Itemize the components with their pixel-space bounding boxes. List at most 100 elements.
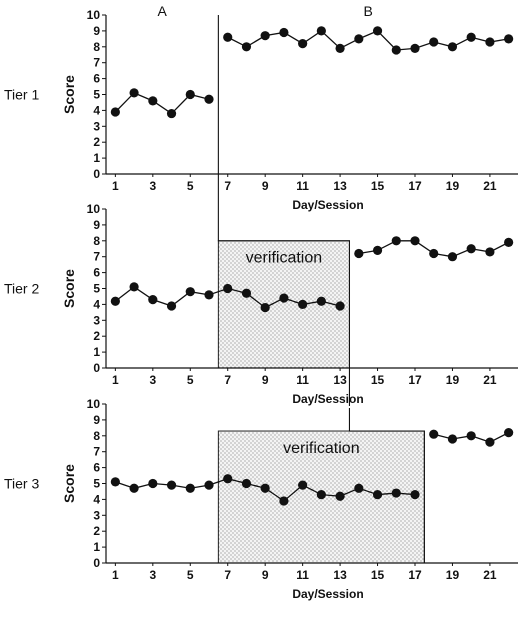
data-point — [298, 39, 308, 49]
y-axis-title: Score — [61, 75, 77, 114]
data-point — [110, 477, 120, 487]
y-tick-label: 10 — [87, 397, 101, 411]
data-point — [129, 282, 139, 292]
data-point — [485, 247, 495, 257]
x-tick-label: 5 — [187, 373, 194, 387]
data-point — [410, 490, 420, 500]
data-point — [429, 429, 439, 439]
x-tick-label: 7 — [224, 373, 231, 387]
x-tick-label: 1 — [112, 568, 119, 582]
x-tick-label: 5 — [187, 179, 194, 193]
y-tick-label: 8 — [93, 429, 100, 443]
y-tick-label: 2 — [93, 135, 100, 149]
y-tick-label: 0 — [93, 556, 100, 570]
data-point — [260, 31, 270, 41]
x-tick-label: 15 — [371, 568, 385, 582]
x-tick-label: 1 — [112, 179, 119, 193]
y-tick-label: 9 — [93, 24, 100, 38]
phase-change-line — [217, 15, 425, 563]
x-tick-label: 7 — [224, 568, 231, 582]
x-tick-label: 19 — [446, 568, 460, 582]
y-tick-label: 6 — [93, 461, 100, 475]
y-tick-label: 8 — [93, 40, 100, 54]
y-tick-label: 5 — [93, 282, 100, 296]
x-tick-label: 21 — [483, 568, 497, 582]
x-tick-label: 9 — [262, 568, 269, 582]
x-tick-label: 3 — [149, 179, 156, 193]
data-point — [372, 26, 383, 36]
data-point — [504, 34, 514, 44]
data-point — [354, 248, 364, 259]
data-point — [166, 480, 177, 490]
tier-label: Tier 3 — [4, 476, 39, 492]
phase-change-line-layer — [217, 15, 425, 563]
data-point — [447, 42, 458, 52]
y-tick-label: 4 — [93, 492, 100, 506]
y-tick-label: 9 — [93, 413, 100, 427]
data-point — [185, 483, 195, 493]
verification-shading-layer — [217, 240, 425, 564]
tier-label: Tier 1 — [4, 87, 39, 103]
data-point — [260, 483, 270, 493]
data-point — [129, 483, 139, 493]
data-point — [223, 283, 233, 294]
data-point — [354, 483, 364, 493]
data-point — [241, 42, 252, 52]
data-point — [447, 434, 458, 444]
y-tick-label: 4 — [93, 103, 100, 117]
data-point — [372, 490, 383, 500]
axes-layer — [102, 14, 518, 566]
data-point — [279, 496, 289, 506]
data-point — [166, 301, 177, 311]
y-tick-label: 8 — [93, 234, 100, 248]
verification-label: verification — [283, 440, 359, 457]
data-point — [298, 480, 308, 490]
y-tick-label: 7 — [93, 445, 100, 459]
y-tick-label: 1 — [93, 345, 100, 359]
y-tick-label: 9 — [93, 218, 100, 232]
data-point — [466, 32, 476, 42]
x-tick-label: 15 — [371, 179, 385, 193]
x-tick-label: 17 — [408, 179, 422, 193]
data-point — [129, 88, 139, 98]
data-point — [204, 290, 214, 300]
series-line — [227, 30, 509, 51]
y-tick-label: 7 — [93, 250, 100, 264]
data-point — [241, 288, 252, 298]
data-point — [166, 108, 177, 119]
y-axis-title: Score — [61, 269, 77, 308]
tier-label: Tier 2 — [4, 281, 39, 297]
y-tick-label: 2 — [93, 524, 100, 538]
x-tick-label: 17 — [408, 373, 422, 387]
data-point — [279, 27, 289, 38]
data-point — [223, 474, 233, 484]
data-point — [110, 107, 120, 117]
y-tick-label: 0 — [93, 167, 100, 181]
x-axis-title: Day/Session — [292, 198, 363, 212]
verification-label: verification — [246, 250, 322, 267]
data-point — [354, 34, 364, 44]
x-tick-label: 3 — [149, 568, 156, 582]
data-point — [260, 302, 270, 313]
x-tick-label: 9 — [262, 373, 269, 387]
x-tick-label: 13 — [333, 568, 347, 582]
data-point — [185, 89, 195, 100]
data-point — [204, 94, 214, 104]
data-point — [466, 431, 476, 441]
data-point — [335, 301, 345, 311]
data-point — [223, 32, 233, 42]
x-tick-label: 3 — [149, 373, 156, 387]
data-point — [429, 248, 439, 259]
x-tick-label: 13 — [333, 373, 347, 387]
data-point — [298, 299, 308, 309]
data-point — [204, 480, 214, 490]
data-point — [410, 236, 420, 246]
x-axis-title: Day/Session — [292, 587, 363, 601]
verification-region — [217, 240, 350, 369]
data-point — [185, 287, 195, 297]
x-tick-label: 15 — [371, 373, 385, 387]
y-tick-label: 1 — [93, 151, 100, 165]
x-tick-label: 7 — [224, 179, 231, 193]
data-point — [447, 252, 458, 262]
